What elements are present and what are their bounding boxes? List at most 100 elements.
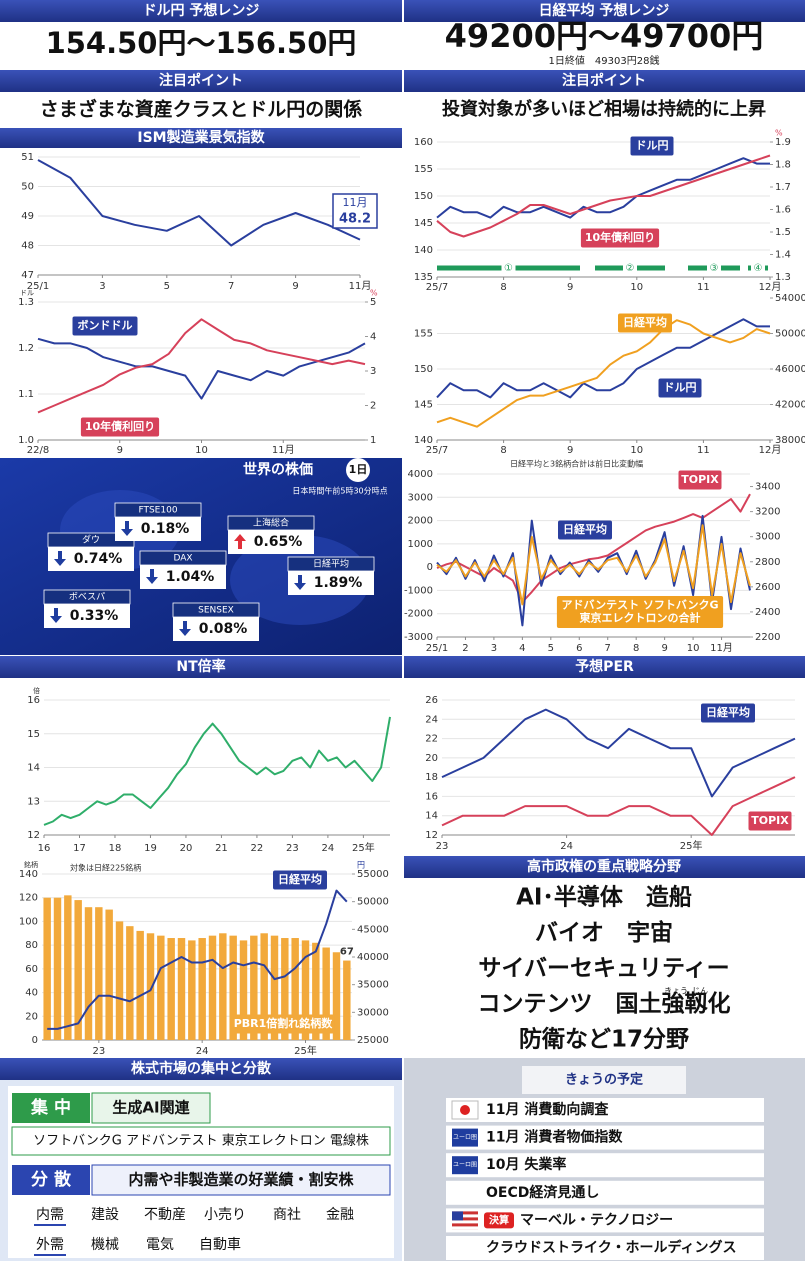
bar	[167, 938, 175, 1040]
chart-panel	[404, 128, 805, 292]
y2-tick-label: 1.9	[775, 137, 791, 148]
y2-tick-label: 1.7	[775, 182, 791, 193]
bar	[281, 938, 289, 1040]
x-tick-label: 24	[196, 1046, 209, 1057]
y-tick-label: 1.0	[18, 435, 34, 446]
y2-tick-label: 40000	[357, 952, 389, 963]
bar	[43, 897, 51, 1040]
y-unit: 銘柄	[24, 860, 38, 869]
series-line	[47, 889, 348, 1030]
x-tick-label: 25/1	[426, 643, 448, 654]
y-tick-label: 15	[27, 729, 40, 740]
y2-tick-label: 25000	[357, 1035, 389, 1046]
disperse-label: 分 散	[31, 1169, 72, 1190]
y2-tick-label: 1.8	[775, 160, 791, 171]
y-tick-label: 40	[25, 988, 38, 999]
stock-name: ボベスパ	[69, 592, 105, 603]
y-tick-label: 12	[27, 830, 40, 841]
y2-tick-label: 1.3	[775, 272, 791, 283]
header-bar	[0, 656, 402, 678]
schedule-item: 11月 消費動向調査	[486, 1101, 609, 1118]
y2-tick-label: 1.5	[775, 227, 791, 238]
bar	[239, 940, 248, 1040]
stock-change: 0.33%	[70, 608, 119, 624]
theme-box	[91, 1164, 391, 1196]
x-tick-label: 9	[661, 643, 667, 654]
x-tick-label: 25/1	[27, 281, 49, 292]
y2-tick-label: 1.4	[775, 250, 791, 261]
bar	[343, 960, 351, 1040]
y-tick-label: 160	[414, 137, 433, 148]
series-label-box	[556, 596, 724, 628]
bar	[126, 926, 134, 1040]
series-line	[37, 337, 366, 400]
stock-change: 1.89%	[314, 575, 363, 591]
y2-tick-label: 2200	[755, 632, 780, 643]
y-tick-label: -1000	[404, 585, 433, 596]
label-box	[12, 1165, 90, 1195]
x-tick-label: 6	[576, 643, 582, 654]
y-tick-label: 4000	[408, 469, 433, 480]
arrow-down	[54, 551, 66, 566]
series-label-box	[231, 1014, 335, 1034]
x-tick-label: 23	[436, 841, 449, 852]
series-label: TOPIX	[751, 814, 789, 827]
strategy-line: バイオ 宇宙	[535, 919, 673, 946]
x-tick-label: 25/7	[426, 445, 448, 456]
y2-tick-label: 1.6	[775, 205, 791, 216]
focus-text: 投資対象が多いほど相場は持続的に上昇	[442, 98, 766, 120]
y-tick-label: 20	[25, 1011, 38, 1022]
schedule-item: 10月 失業率	[486, 1156, 566, 1173]
x-tick-label: 22/8	[27, 445, 49, 456]
series-line	[43, 716, 391, 826]
bar	[177, 938, 186, 1040]
x-tick-label: 8	[500, 445, 506, 456]
y-tick-label: 155	[414, 329, 433, 340]
bar	[115, 921, 124, 1040]
header-bar	[404, 70, 805, 92]
sector: 金融	[326, 1207, 354, 1223]
phase-badge-bg	[623, 261, 637, 275]
x-tick-label: 18	[109, 843, 122, 854]
strategy-line: AI･半導体 造船	[516, 884, 692, 911]
schedule-item: 11月 消費者物価指数	[486, 1129, 623, 1146]
phase-badge-bg	[707, 261, 721, 275]
phase-label: ②	[626, 263, 635, 274]
x-tick-label: 16	[38, 843, 51, 854]
y-tick-label: 12	[425, 830, 438, 841]
header-bar	[0, 70, 402, 92]
y-tick-label: 24	[425, 714, 438, 725]
x-tick-label: 8	[633, 643, 639, 654]
flag-stripe	[452, 1226, 478, 1230]
series-label: TOPIX	[681, 473, 719, 486]
y-tick-label: 14	[27, 763, 40, 774]
x-tick-label: 25年	[352, 841, 375, 854]
stock-change: 1.04%	[166, 569, 215, 585]
x-tick-label: 24	[322, 843, 335, 854]
series-label-box	[618, 313, 672, 333]
y2-tick-label: 2	[370, 401, 376, 412]
tag: 決算	[489, 1213, 509, 1226]
x-tick-label: 12月	[759, 281, 782, 293]
sector: 不動産	[144, 1207, 186, 1223]
flag-canton	[452, 1211, 463, 1221]
x-tick-label: 4	[519, 643, 525, 654]
x-tick-label: 7	[605, 643, 611, 654]
series-label-box	[658, 378, 702, 398]
phase-label: ①	[504, 263, 513, 274]
x-tick-label: 12月	[759, 444, 782, 456]
y-unit: ドル	[20, 289, 34, 297]
sector: 建設	[91, 1207, 119, 1223]
y-tick-label: 49	[21, 211, 34, 222]
bar	[146, 933, 155, 1040]
world-time: 日本時間午前5時30分時点	[292, 486, 387, 496]
series-label: ドル円	[636, 139, 669, 152]
series-label: アドバンテスト ソフトバンクG 東京エレクトロンの合計	[562, 598, 719, 624]
phase-label: ③	[710, 263, 719, 274]
strategy-title: 高市政権の重点戦略分野	[527, 858, 681, 875]
concentrate-stocks: ソフトバンクG アドバンテスト 東京エレクトロン 電線株	[33, 1133, 369, 1149]
schedule-row	[446, 1125, 764, 1150]
schedule-row	[446, 1180, 764, 1205]
close-price: 1日終値 49303円28銭	[549, 54, 660, 67]
